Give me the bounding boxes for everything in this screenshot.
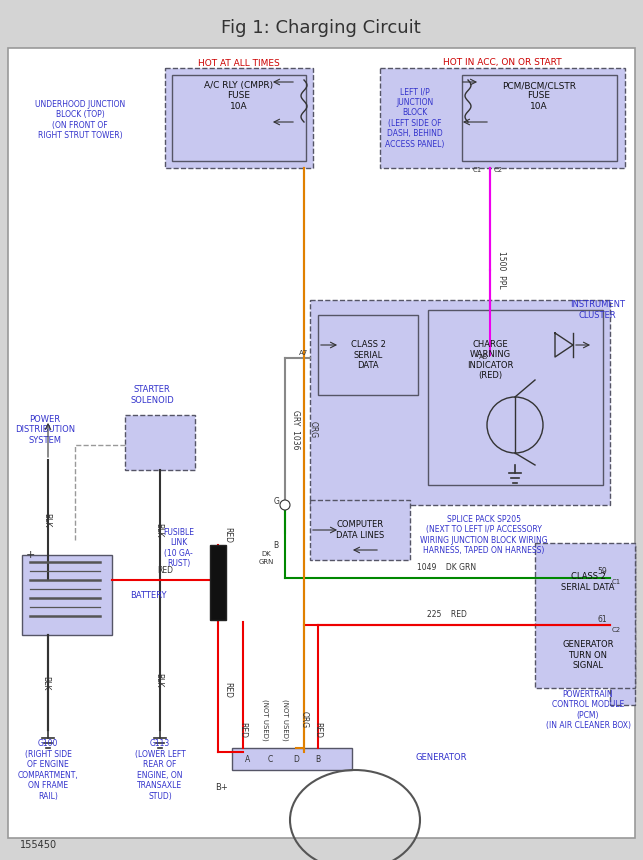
Text: C: C [267,754,273,764]
Text: CLASS 2
SERIAL DATA: CLASS 2 SERIAL DATA [561,572,615,592]
FancyBboxPatch shape [232,748,352,770]
Text: 225    RED: 225 RED [427,610,467,619]
Text: CHARGE
WARNING
INDICATOR
(RED): CHARGE WARNING INDICATOR (RED) [467,340,513,380]
Text: C2: C2 [612,627,621,633]
Text: RED: RED [314,722,323,738]
Text: BLK: BLK [154,523,163,538]
Text: RED: RED [223,527,232,543]
Text: GENERATOR
TURN ON
SIGNAL: GENERATOR TURN ON SIGNAL [562,640,614,670]
Text: 1500  PPL: 1500 PPL [497,251,506,289]
Text: LEFT I/P
JUNCTION
BLOCK
(LEFT SIDE OF
DASH, BEHIND
ACCESS PANEL): LEFT I/P JUNCTION BLOCK (LEFT SIDE OF DA… [385,88,445,149]
Text: ORG: ORG [300,711,309,728]
Circle shape [280,500,290,510]
Text: SPLICE PACK SP205
(NEXT TO LEFT I/P ACCESSORY
WIRING JUNCTION BLOCK WIRING
HARNE: SPLICE PACK SP205 (NEXT TO LEFT I/P ACCE… [420,515,548,556]
Text: GENERATOR: GENERATOR [415,752,467,761]
Text: RED: RED [157,566,173,575]
Text: G: G [274,497,280,507]
Text: UNDERHOOD JUNCTION
BLOCK (TOP)
(ON FRONT OF
RIGHT STRUT TOWER): UNDERHOOD JUNCTION BLOCK (TOP) (ON FRONT… [35,100,125,140]
Text: D: D [293,754,299,764]
FancyBboxPatch shape [22,555,112,635]
FancyBboxPatch shape [172,75,306,161]
FancyBboxPatch shape [310,300,610,505]
Text: G100
(RIGHT SIDE
OF ENGINE
COMPARTMENT,
ON FRAME
RAIL): G100 (RIGHT SIDE OF ENGINE COMPARTMENT, … [17,740,78,801]
Text: C1: C1 [612,579,621,585]
Text: PCM/BCM/CLSTR
FUSE
10A: PCM/BCM/CLSTR FUSE 10A [502,81,576,111]
FancyBboxPatch shape [610,545,635,705]
Text: C2: C2 [494,167,503,173]
FancyBboxPatch shape [428,310,603,485]
Text: BATTERY: BATTERY [130,591,167,599]
FancyBboxPatch shape [540,628,635,683]
Text: DK
GRN: DK GRN [258,551,274,564]
Text: B+: B+ [215,783,228,793]
FancyBboxPatch shape [310,500,410,560]
Text: COMPUTER
DATA LINES: COMPUTER DATA LINES [336,520,384,540]
Text: ORG: ORG [309,421,318,439]
Text: BLK: BLK [154,673,163,687]
Text: Fig 1: Charging Circuit: Fig 1: Charging Circuit [221,19,421,37]
Text: RED: RED [223,682,232,698]
Text: (NOT USED): (NOT USED) [282,699,288,740]
FancyBboxPatch shape [540,545,635,620]
Text: POWERTRAIN
CONTROL MODULE
(PCM)
(IN AIR CLEANER BOX): POWERTRAIN CONTROL MODULE (PCM) (IN AIR … [545,690,631,730]
FancyBboxPatch shape [125,415,195,470]
Text: FUSIBLE
LINK
(10 GA-
RUST): FUSIBLE LINK (10 GA- RUST) [163,528,194,568]
Text: B: B [273,540,278,550]
Text: 155450: 155450 [20,840,57,850]
Text: 61: 61 [597,615,607,624]
Text: (NOT USED): (NOT USED) [262,699,268,740]
Text: A8: A8 [479,354,488,360]
Text: INSTRUMENT
CLUSTER: INSTRUMENT CLUSTER [570,300,625,320]
Text: C1: C1 [473,167,482,173]
Text: A7: A7 [299,350,308,356]
Text: HOT AT ALL TIMES: HOT AT ALL TIMES [198,58,280,67]
Text: BLK: BLK [41,676,50,691]
Text: A/C RLY (CMPR)
FUSE
10A: A/C RLY (CMPR) FUSE 10A [204,81,273,111]
Text: GRY  1036: GRY 1036 [291,410,300,450]
FancyBboxPatch shape [318,315,418,395]
Text: G113
(LOWER LEFT
REAR OF
ENGINE, ON
TRANSAXLE
STUD): G113 (LOWER LEFT REAR OF ENGINE, ON TRAN… [134,740,185,801]
Bar [210,545,226,620]
Text: A: A [246,754,251,764]
FancyBboxPatch shape [380,68,625,168]
Text: +: + [25,550,35,560]
FancyBboxPatch shape [462,75,617,161]
Text: STARTER
SOLENOID: STARTER SOLENOID [130,385,174,405]
Text: 1049    DK GRN: 1049 DK GRN [417,563,476,572]
Text: HOT IN ACC, ON OR START: HOT IN ACC, ON OR START [442,58,561,67]
Text: RED: RED [239,722,248,738]
FancyBboxPatch shape [165,68,313,168]
FancyBboxPatch shape [8,48,635,838]
Text: B: B [316,754,321,764]
Text: CLASS 2
SERIAL
DATA: CLASS 2 SERIAL DATA [350,340,385,370]
Text: 59: 59 [597,568,607,576]
Text: BLK: BLK [42,513,51,527]
FancyBboxPatch shape [535,543,635,688]
Text: POWER
DISTRIBUTION
SYSTEM: POWER DISTRIBUTION SYSTEM [15,415,75,445]
